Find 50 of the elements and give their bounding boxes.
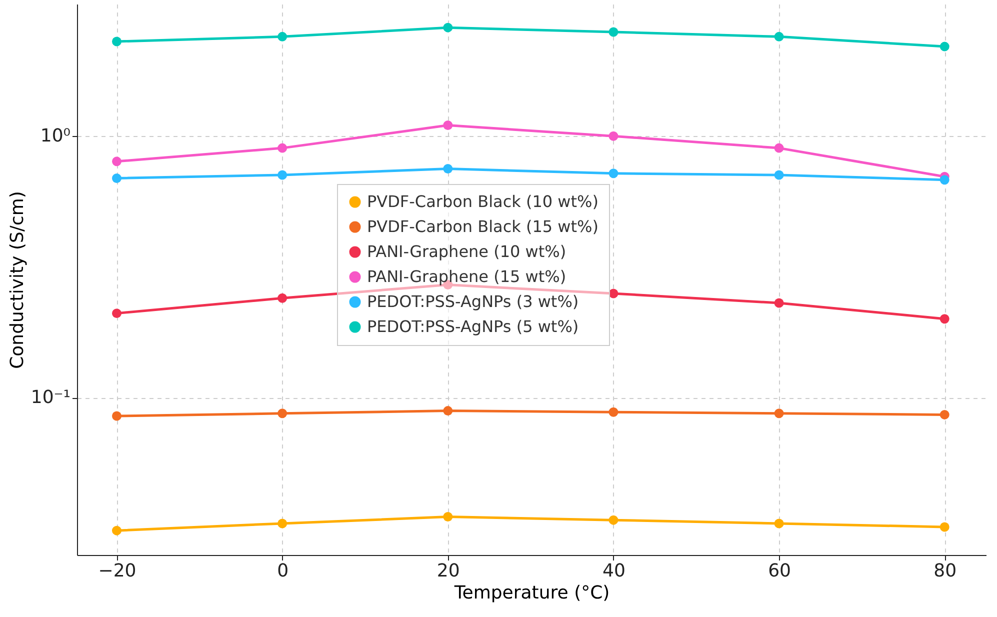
point [112,411,122,421]
legend-label: PANI-Graphene (10 wt%) [367,242,566,261]
point [940,410,950,420]
point [278,408,288,418]
point [443,512,453,522]
point [278,32,288,42]
point [112,173,122,183]
point [608,168,618,178]
point [940,42,950,52]
point [278,170,288,180]
x-tick-label: 80 [934,560,957,582]
point [443,406,453,416]
point [940,314,950,324]
legend-label: PANI-Graphene (15 wt%) [367,267,566,286]
point [278,293,288,303]
x-tick-label: −20 [98,560,136,582]
point [443,164,453,174]
point [443,120,453,130]
x-tick-label: 0 [277,560,289,582]
point [278,143,288,153]
point [774,170,784,180]
x-tick-label: 60 [768,560,791,582]
point [112,36,122,46]
point [608,27,618,37]
legend-label: PEDOT:PSS-AgNPs (3 wt%) [367,292,579,311]
point [940,522,950,532]
point [608,515,618,525]
x-axis-title: Temperature (°C) [453,582,610,604]
point [608,407,618,417]
point [774,408,784,418]
y-tick-label: 10⁰ [40,126,70,147]
point [774,32,784,42]
point [940,175,950,185]
point [774,298,784,308]
point [112,526,122,536]
legend-label: PVDF-Carbon Black (10 wt%) [367,192,598,211]
x-tick-label: 20 [436,560,460,582]
point [278,518,288,528]
x-tick-label: 40 [602,560,626,582]
point [112,308,122,318]
point [112,156,122,166]
point [774,518,784,528]
legend-label: PEDOT:PSS-AgNPs (5 wt%) [367,317,579,336]
y-tick-label: 10⁻¹ [30,387,70,408]
point [443,22,453,32]
point [608,288,618,298]
y-axis-title: Conductivity (S/cm) [6,191,28,369]
legend-label: PVDF-Carbon Black (15 wt%) [367,217,598,236]
point [608,131,618,141]
point [774,143,784,153]
